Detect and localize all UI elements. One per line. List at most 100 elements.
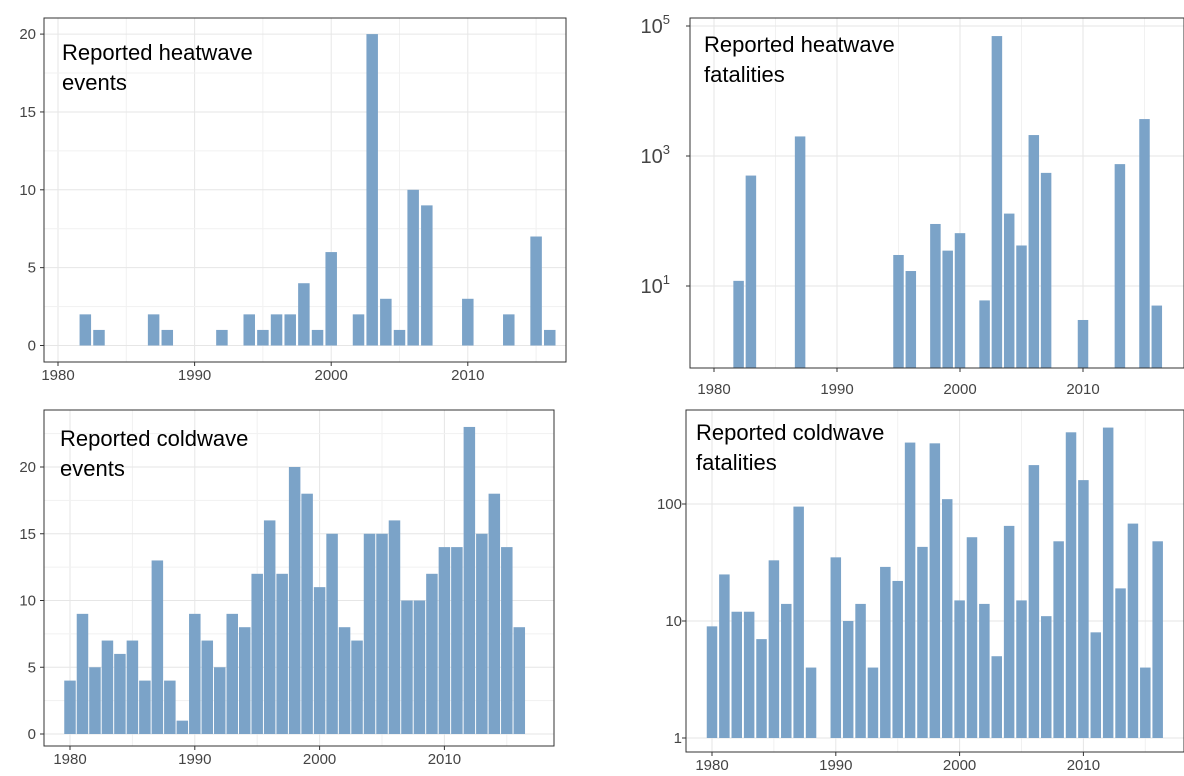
bar-2013 — [1115, 588, 1126, 738]
bar-1987 — [151, 560, 164, 734]
bar-2010 — [1078, 480, 1089, 738]
bar-1997 — [917, 546, 928, 738]
bar-1982 — [79, 314, 92, 346]
bar-2007 — [401, 600, 413, 734]
bar-1998 — [288, 467, 301, 734]
y-tick-label: 105 — [641, 12, 670, 38]
bar-2005 — [1016, 600, 1027, 738]
bar-2012 — [463, 426, 476, 734]
bar-1999 — [311, 329, 324, 346]
x-tick-label: 1990 — [819, 757, 852, 774]
bar-1994 — [243, 314, 255, 346]
bar-2004 — [380, 298, 392, 346]
bar-1987 — [794, 136, 806, 368]
bar-1997 — [284, 314, 296, 346]
bar-2008 — [413, 600, 426, 734]
x-tick-label: 2010 — [428, 751, 461, 768]
bar-1993 — [867, 667, 879, 738]
bar-2006 — [1028, 135, 1040, 368]
bar-1999 — [941, 499, 953, 738]
plot-border — [685, 409, 1184, 753]
bar-2009 — [1065, 432, 1077, 738]
bar-2006 — [407, 189, 419, 346]
bar-1988 — [164, 680, 176, 734]
bar-1983 — [93, 329, 105, 346]
x-tick-label: 1980 — [695, 757, 728, 774]
bar-2014 — [1127, 523, 1139, 738]
plot-border — [43, 409, 555, 747]
bar-1997 — [276, 573, 288, 734]
bar-1983 — [743, 611, 755, 738]
bar-2000 — [313, 587, 326, 734]
bar-2000 — [954, 600, 965, 738]
bar-2015 — [1140, 667, 1151, 738]
bar-2004 — [1003, 525, 1015, 738]
bar-2015 — [501, 547, 513, 734]
y-tick-label: 5 — [28, 260, 36, 277]
bar-1998 — [298, 283, 310, 346]
panel-title-line: events — [60, 456, 125, 481]
bar-2011 — [1090, 632, 1102, 738]
x-tick-label: 2000 — [315, 367, 348, 384]
bar-2016 — [1152, 541, 1163, 738]
bar-2016 — [513, 627, 526, 734]
bar-1996 — [905, 271, 917, 368]
bar-2003 — [366, 34, 378, 346]
panel-title-line: fatalities — [696, 450, 777, 475]
y-tick-label: 100 — [657, 496, 682, 513]
bar-2003 — [991, 656, 1002, 738]
bar-2011 — [451, 547, 463, 734]
bar-1986 — [139, 680, 151, 734]
bar-1981 — [719, 574, 730, 738]
chart-panel-2: 1980 1990 2000 2010 101 103 105 Reported heatwa… — [641, 12, 1184, 398]
chart-panel-4: 1980 1990 2000 2010 1 10 100 Reported coldwave f… — [657, 409, 1184, 774]
x-tick-label: 2000 — [943, 381, 976, 398]
bar-2003 — [991, 36, 1003, 368]
bar-1987 — [147, 314, 160, 346]
bar-2002 — [338, 627, 351, 734]
x-tick-label: 2000 — [303, 751, 336, 768]
bar-1995 — [257, 329, 269, 346]
bar-1983 — [101, 640, 114, 734]
bar-1995 — [893, 254, 904, 368]
bar-2007 — [1040, 172, 1052, 368]
bar-2001 — [966, 537, 978, 738]
bar-2008 — [1053, 541, 1064, 738]
x-tick-label: 1980 — [697, 381, 730, 398]
bar-2006 — [388, 520, 401, 734]
x-tick-label: 1980 — [41, 367, 74, 384]
bar-2015 — [1139, 119, 1150, 368]
bar-1995 — [892, 580, 903, 738]
bar-2004 — [1003, 213, 1015, 368]
bar-2005 — [1016, 245, 1027, 368]
bar-2009 — [426, 573, 438, 734]
y-tick-label: 101 — [641, 272, 670, 298]
bar-2016 — [1151, 305, 1163, 368]
y-tick-label: 10 — [19, 182, 36, 199]
bar-1992 — [216, 329, 228, 346]
bar-1980 — [64, 680, 76, 734]
x-tick-label: 2010 — [1066, 381, 1099, 398]
bar-2013 — [1114, 164, 1126, 368]
bar-2004 — [363, 533, 376, 734]
bar-2010 — [462, 298, 474, 346]
panel-title-line: Reported coldwave — [696, 420, 884, 445]
bar-2012 — [1102, 427, 1114, 738]
bar-2013 — [476, 533, 488, 734]
chart-panel-1: 1980 1990 2000 2010 0 5 10 15 20 Reported heatwav… — [19, 17, 567, 384]
bar-1996 — [904, 442, 916, 738]
x-tick-label: 1990 — [820, 381, 853, 398]
bar-1989 — [176, 720, 189, 734]
bar-1999 — [301, 493, 313, 734]
bar-1992 — [855, 603, 866, 738]
bar-1992 — [214, 667, 226, 734]
y-tick-label: 15 — [19, 526, 36, 543]
plot-border — [689, 17, 1184, 369]
bar-1991 — [201, 640, 214, 734]
y-tick-label: 1 — [674, 730, 682, 747]
x-tick-label: 1990 — [178, 367, 211, 384]
bar-1984 — [114, 653, 126, 734]
bar-1987 — [793, 506, 804, 738]
bar-1996 — [263, 520, 276, 734]
